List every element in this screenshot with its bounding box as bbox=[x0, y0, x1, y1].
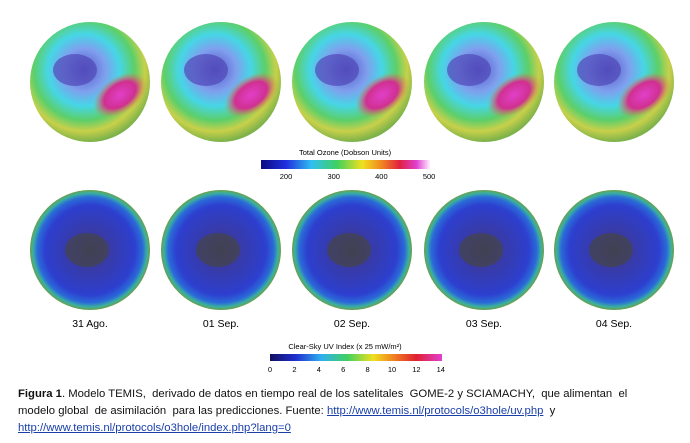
antarctica bbox=[65, 233, 109, 267]
date-label: 01 Sep. bbox=[203, 318, 239, 330]
date-label: 04 Sep. bbox=[596, 318, 632, 330]
uv-tick-label: 0 bbox=[268, 365, 272, 374]
ozone-high bbox=[355, 72, 409, 118]
ozone-tick-label: 400 bbox=[375, 172, 388, 181]
caption-link[interactable]: http://www.temis.nl/protocols/o3hole/ind… bbox=[18, 422, 291, 434]
uv-tick-label: 8 bbox=[366, 365, 370, 374]
caption-label: Figura 1 bbox=[18, 388, 62, 400]
ozone-hole bbox=[184, 54, 228, 86]
ozone-colorbar-title: Total Ozone (Dobson Units) bbox=[299, 148, 392, 157]
caption-text: . Modelo TEMIS, derivado de datos en tie… bbox=[61, 388, 628, 400]
ozone-tick-label: 500 bbox=[423, 172, 436, 181]
date-label: 31 Ago. bbox=[72, 318, 108, 330]
ozone-hole bbox=[53, 54, 97, 86]
uv-tick-label: 2 bbox=[292, 365, 296, 374]
ozone-hole bbox=[447, 54, 491, 86]
uv-tick-label: 4 bbox=[317, 365, 321, 374]
antarctica bbox=[327, 233, 371, 267]
caption-text: modelo global de asimilación para las pr… bbox=[18, 405, 327, 417]
antarctica bbox=[459, 233, 503, 267]
ozone-tick-label: 300 bbox=[327, 172, 340, 181]
date-label: 02 Sep. bbox=[334, 318, 370, 330]
ozone-tick-label: 200 bbox=[280, 172, 293, 181]
ozone-hole bbox=[577, 54, 621, 86]
ozone-colorbar bbox=[261, 160, 430, 169]
date-label: 03 Sep. bbox=[466, 318, 502, 330]
uv-tick-label: 12 bbox=[412, 365, 420, 374]
maps: Total Ozone (Dobson Units) Clear-Sky UV … bbox=[30, 22, 674, 374]
ozone-hole bbox=[315, 54, 359, 86]
ozone-high bbox=[487, 72, 541, 118]
antarctica bbox=[589, 233, 633, 267]
uv-tick-label: 6 bbox=[341, 365, 345, 374]
ozone-high bbox=[617, 72, 671, 118]
uv-colorbar bbox=[270, 354, 442, 361]
caption-link[interactable]: http://www.temis.nl/protocols/o3hole/uv.… bbox=[326, 405, 544, 417]
caption: Figura 1. Modelo TEMIS, derivado de dato… bbox=[18, 386, 686, 437]
globes bbox=[30, 22, 674, 310]
ozone-high bbox=[224, 72, 278, 118]
uv-tick-label: 10 bbox=[388, 365, 396, 374]
uv-colorbar-title: Clear-Sky UV Index (x 25 mW/m²) bbox=[288, 342, 402, 351]
uv-tick-label: 14 bbox=[437, 365, 445, 374]
ozone-high bbox=[93, 72, 147, 118]
caption-text: y bbox=[543, 405, 556, 417]
antarctica bbox=[196, 233, 240, 267]
